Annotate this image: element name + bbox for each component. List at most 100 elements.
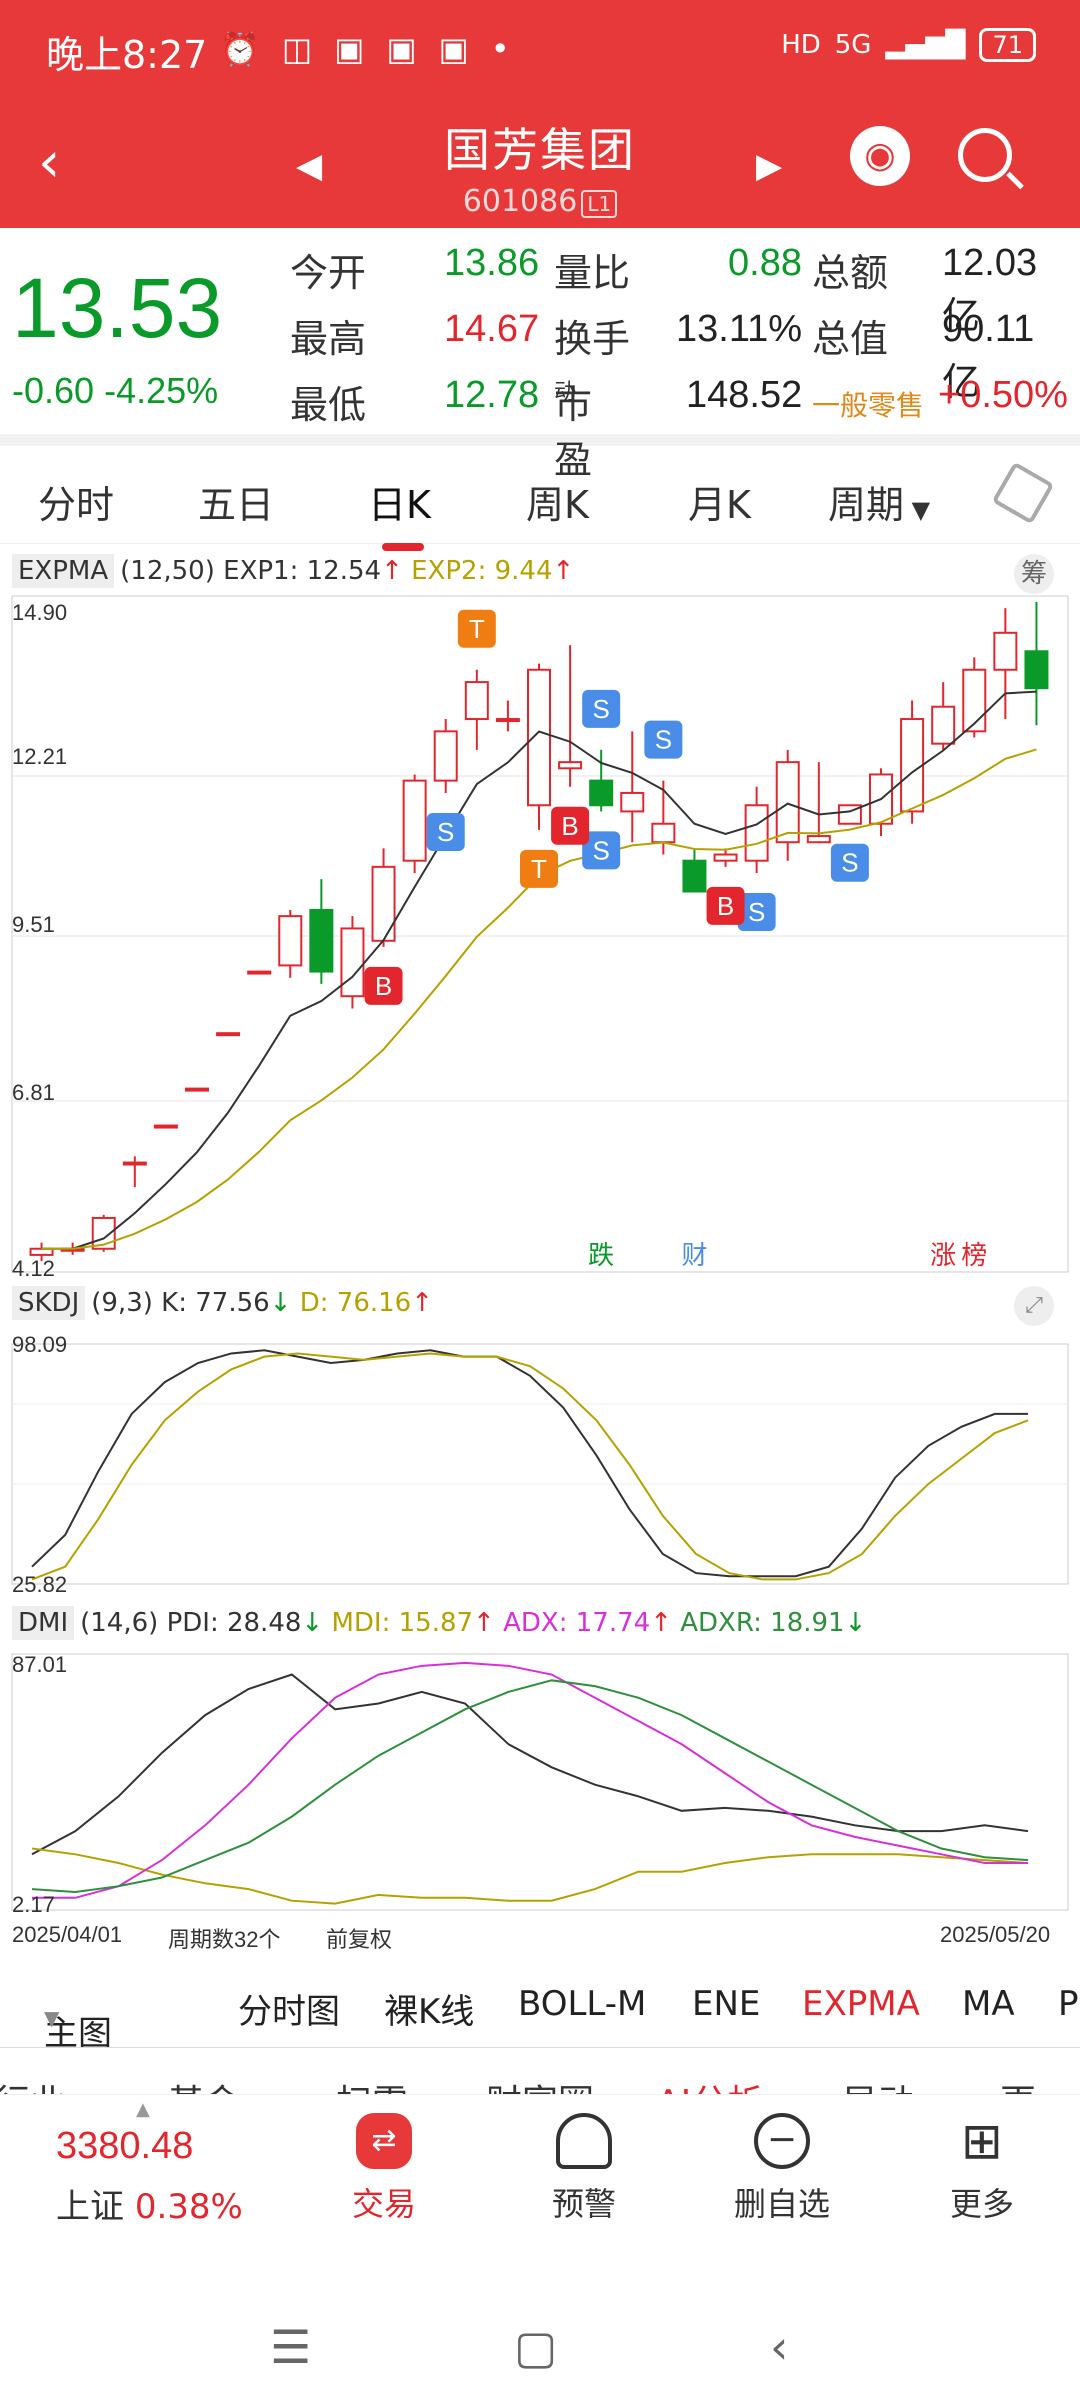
- pe-label-text: 市盈: [554, 383, 593, 482]
- tab-expma[interactable]: EXPMA: [802, 1984, 920, 2024]
- quote-row: 今开 13.86 量比 0.88 总额 12.03亿: [290, 242, 1070, 338]
- tab-ene[interactable]: ENE: [692, 1984, 761, 2024]
- feature-item[interactable]: 扫雷: [336, 2074, 408, 2094]
- alert-button[interactable]: 预警: [514, 2113, 654, 2225]
- signal-icon: ▂▄▆█: [885, 30, 966, 60]
- kdj-plot-frame: [11, 1343, 1069, 1585]
- signal-marker-box: [737, 893, 776, 932]
- expand-icon[interactable]: ⤢: [1014, 1286, 1054, 1326]
- candle-body: [527, 668, 551, 807]
- remove-watchlist-button[interactable]: − 删自选: [712, 2113, 852, 2225]
- dmi-indicator-select[interactable]: DMI: [12, 1606, 75, 1640]
- main-axis-label: 9.51: [12, 912, 55, 937]
- tab-boll-m[interactable]: BOLL-M: [518, 1984, 647, 2024]
- signal-marker-text: T: [531, 854, 547, 884]
- notification-icon: ▣: [334, 30, 365, 68]
- quote-row: 最高 14.67 换手 13.11% 总值 90.11亿: [290, 308, 1070, 404]
- tab-intraday[interactable]: 分时: [38, 483, 115, 527]
- signal-marker: T: [457, 609, 496, 648]
- feature-item[interactable]: 基金: [168, 2074, 240, 2094]
- menu-icon[interactable]: ☰: [270, 2320, 312, 2374]
- signal-marker-box: [364, 966, 403, 1005]
- signal-marker-text: S: [748, 897, 765, 927]
- candle-body: [806, 835, 831, 844]
- search-icon[interactable]: [958, 128, 1012, 182]
- back-nav-icon[interactable]: ‹: [770, 2320, 789, 2374]
- kdj-axis-label: 98.09: [12, 1332, 68, 1357]
- signal-marker: B: [706, 886, 745, 925]
- tab-weekly-k[interactable]: 周K: [526, 483, 589, 527]
- candle-body: [558, 761, 583, 770]
- trade-button[interactable]: ⇄ 交易: [314, 2113, 454, 2225]
- candle-body: [216, 1032, 241, 1037]
- signal-marker: T: [520, 849, 558, 888]
- volume-ratio-label: 量比: [554, 251, 631, 295]
- kdj-indicator-select[interactable]: SKDJ: [12, 1286, 86, 1320]
- up-arrow-icon: ↑: [381, 556, 403, 586]
- signal-marker-box: [582, 831, 621, 870]
- signal-marker-text: S: [593, 694, 610, 724]
- stock-name: 国芳集团: [444, 123, 636, 177]
- stock-code-text: 601086: [462, 184, 578, 219]
- tab-intraday-chart[interactable]: 分时图: [238, 1992, 340, 2032]
- chart-svg: TTSSSSSSBBB跌财涨榜: [11, 595, 1069, 1911]
- candle-body: [620, 791, 645, 813]
- dot-icon: •: [490, 30, 510, 68]
- signal-marker-text: B: [561, 811, 578, 841]
- event-tag: 榜: [961, 1241, 987, 1271]
- main-axis-label: 12.21: [12, 744, 68, 769]
- tab-daily-k[interactable]: 日K: [368, 474, 431, 551]
- tab-period[interactable]: 周期 ▼: [828, 474, 930, 529]
- date-end: 2025/05/20: [940, 1922, 1051, 1947]
- tab-five-day[interactable]: 五日: [198, 483, 275, 527]
- signal-marker-box: [457, 609, 496, 648]
- tab-more-cut[interactable]: P: [1058, 1984, 1079, 2024]
- candle-body: [589, 779, 614, 807]
- candle-body: [495, 718, 520, 723]
- more-button[interactable]: ⊞ 更多: [912, 2113, 1052, 2225]
- back-icon[interactable]: ‹: [38, 130, 61, 195]
- candle-body: [247, 970, 272, 975]
- signal-marker: S: [582, 831, 621, 870]
- next-stock-icon[interactable]: ▶: [756, 146, 783, 186]
- k-value: K: 77.56: [161, 1288, 270, 1318]
- tab-ma[interactable]: MA: [962, 1984, 1015, 2024]
- assistant-icon[interactable]: ◉: [850, 126, 910, 186]
- feature-item[interactable]: AI分析: [656, 2074, 763, 2094]
- adjust-mode: 前复权: [326, 1927, 393, 1952]
- trade-label: 交易: [351, 2185, 416, 2223]
- app-icon: ▣: [386, 30, 417, 68]
- signal-marker: S: [582, 689, 621, 728]
- prev-stock-icon[interactable]: ◀: [296, 146, 323, 186]
- index-value[interactable]: 3380.48: [56, 2125, 194, 2167]
- candle-body: [775, 761, 800, 844]
- exp1-line: [41, 690, 1037, 1250]
- signal-marker: B: [364, 966, 403, 1005]
- sector-change: +0.50%: [938, 374, 1068, 416]
- signal-marker-text: S: [593, 835, 610, 865]
- feature-item[interactable]: 更: [1000, 2074, 1036, 2094]
- market-cap-label: 总值: [812, 317, 889, 361]
- feature-item[interactable]: 财富圈: [486, 2074, 594, 2094]
- event-tag: 涨: [930, 1241, 956, 1271]
- main-indicator-select[interactable]: EXPMA: [12, 554, 115, 588]
- dmi-pdi-line: [31, 1673, 1029, 1856]
- sector-label[interactable]: 一般零售: [812, 389, 925, 422]
- candle-body: [122, 1161, 147, 1166]
- chips-button[interactable]: 筹: [1014, 554, 1054, 594]
- home-icon[interactable]: ▢: [514, 2320, 558, 2374]
- pe-label-sup: 动: [554, 380, 577, 405]
- low-value: 12.78: [444, 374, 540, 416]
- open-value: 13.86: [444, 242, 540, 284]
- collapse-icon[interactable]: ▲: [136, 2099, 150, 2120]
- feature-item[interactable]: 异动: [842, 2074, 914, 2094]
- tab-bare-k[interactable]: 裸K线: [384, 1992, 475, 2032]
- quote-row: 最低 12.78 市盈动 148.52 一般零售 +0.50%: [290, 374, 1070, 482]
- signal-marker-box: [426, 812, 465, 851]
- tab-monthly-k[interactable]: 月K: [688, 483, 751, 527]
- battery-icon: 71: [979, 28, 1036, 62]
- feature-item[interactable]: 行业: [0, 2074, 66, 2094]
- candle-body: [309, 908, 334, 973]
- bottom-bar: ▲ 3380.48 上证 0.38% ⇄ 交易 预警 − 删自选 ⊞ 更多: [0, 2094, 1080, 2244]
